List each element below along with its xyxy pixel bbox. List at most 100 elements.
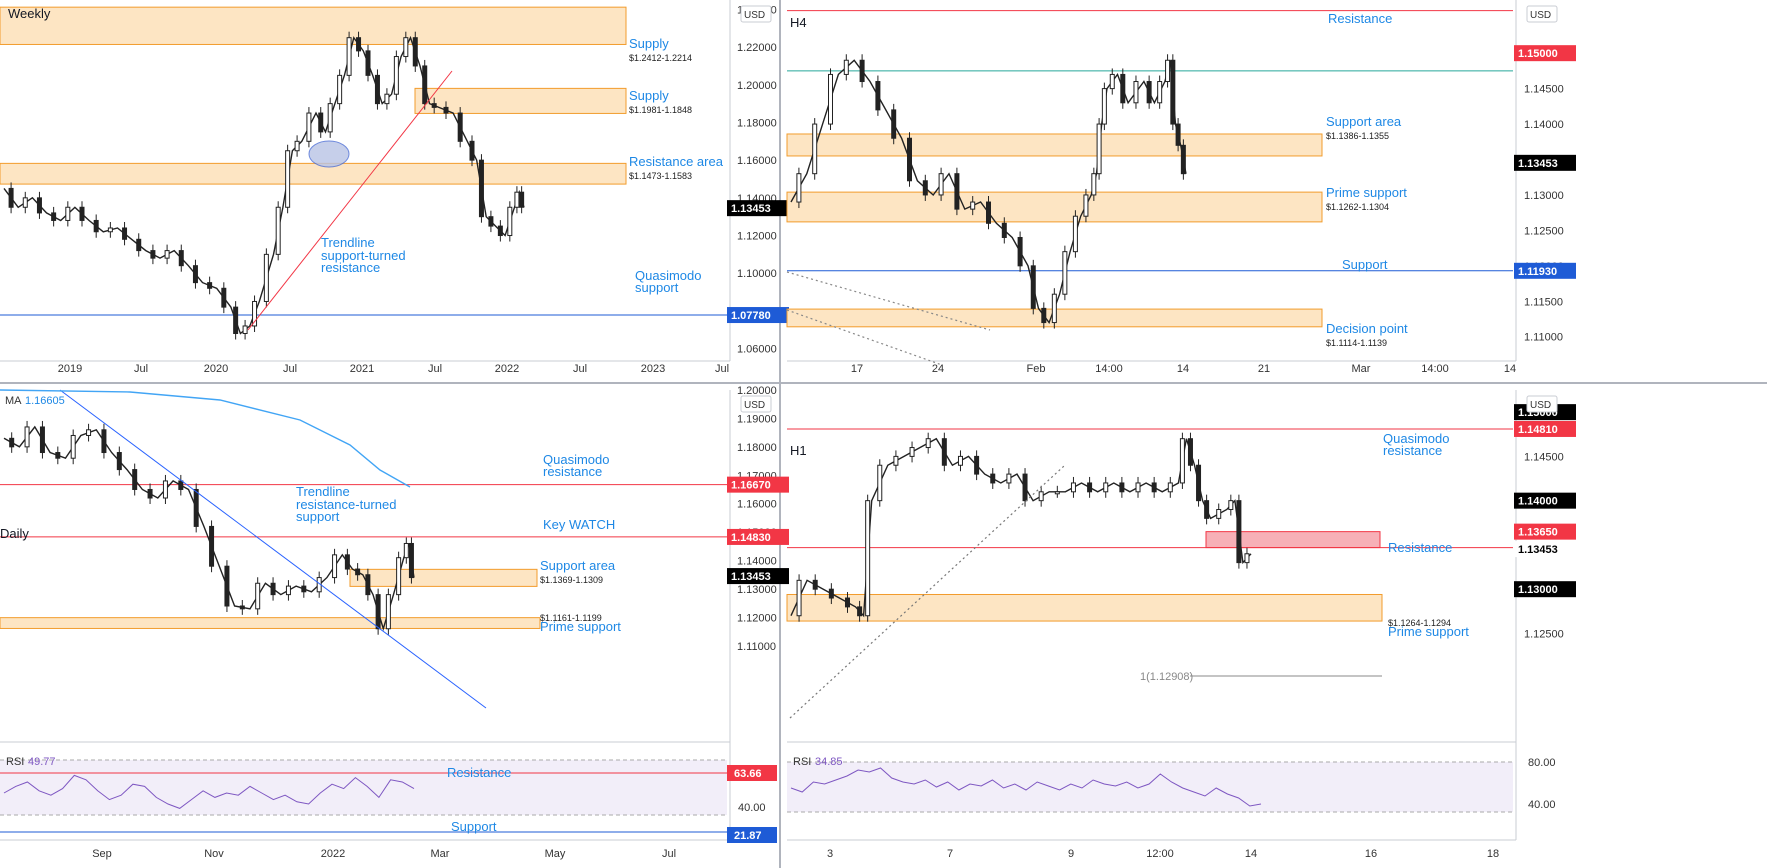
- ma-value: 1.16605: [25, 395, 65, 407]
- candle-body: [285, 150, 291, 208]
- candle-body: [1196, 464, 1202, 502]
- candle-body: [844, 597, 850, 608]
- candle-body: [941, 438, 947, 466]
- trendline-label: support-turned: [321, 248, 406, 263]
- candle-body: [828, 588, 834, 599]
- daily-trendline-label: support: [296, 509, 340, 524]
- candle-body: [1062, 251, 1068, 295]
- candle-body: [519, 191, 525, 208]
- zone-label: Prime support: [1326, 185, 1407, 200]
- y-tick-label: 1.12000: [737, 231, 777, 243]
- line-label: Support: [1342, 257, 1388, 272]
- weekly-highlight-ellipse: [308, 140, 350, 168]
- zone-range-label: $1.2412-1.2214: [629, 53, 692, 63]
- candle-body: [891, 109, 897, 139]
- candle-body: [974, 455, 980, 475]
- candle-body: [514, 191, 520, 208]
- candle-body: [9, 437, 15, 448]
- candle-body: [907, 137, 912, 182]
- candle-body: [954, 173, 960, 210]
- zone-label: Support area: [540, 558, 616, 573]
- candle-body: [385, 594, 391, 630]
- daily-trendline-label: Trendline: [296, 484, 350, 499]
- candle-body: [263, 253, 269, 302]
- line-label: Quasimodo: [1383, 431, 1449, 446]
- candle-body: [207, 282, 213, 289]
- daily-chart: 1.200001.190001.180001.170001.160001.150…: [0, 385, 789, 860]
- price-badge: [727, 568, 789, 585]
- zone-range-label: $1.1369-1.1309: [540, 575, 603, 585]
- price-badge: [1514, 45, 1576, 62]
- y-tick-label: 1.11000: [737, 641, 776, 653]
- candle-body: [970, 201, 976, 210]
- price-series: [3, 425, 415, 632]
- x-tick-label: Jul: [573, 363, 587, 375]
- candle-body: [396, 557, 402, 596]
- candle-body: [147, 488, 153, 499]
- x-tick-label: Jul: [662, 848, 676, 860]
- candle-body: [384, 93, 390, 105]
- candle-body: [36, 197, 42, 214]
- currency-badge: [1526, 395, 1558, 413]
- candle-body: [1054, 491, 1060, 495]
- candle-body: [150, 250, 156, 259]
- candle-body: [422, 65, 428, 105]
- x-tick-label: 2019: [58, 363, 82, 375]
- candle-body: [8, 187, 14, 208]
- price-badge: [1514, 420, 1576, 437]
- rsi-line: [3, 774, 415, 809]
- currency-badge: [740, 5, 772, 23]
- line-label: Quasimodo: [635, 268, 701, 283]
- daily-trendline-label: resistance-turned: [296, 497, 396, 512]
- zone-label: Resistance: [1388, 540, 1452, 555]
- candle-body: [1167, 482, 1173, 493]
- candle-body: [301, 585, 307, 593]
- price-badge: [727, 476, 789, 493]
- x-tick-label: 14: [1245, 848, 1257, 860]
- candle-body: [1187, 438, 1193, 466]
- zone-1: [414, 87, 627, 114]
- x-tick-label: 2023: [641, 363, 665, 375]
- candle-body: [55, 452, 61, 459]
- price-badge-label: 1.14810: [1518, 424, 1558, 436]
- candle-body: [86, 429, 92, 436]
- candle-body: [178, 250, 184, 267]
- y-tick-label: 1.12000: [737, 612, 777, 624]
- candle-body: [865, 500, 871, 617]
- candle-body: [1030, 265, 1036, 309]
- x-tick-label: 7: [947, 848, 953, 860]
- candle-body: [412, 37, 418, 67]
- x-tick-label: 16: [1365, 848, 1377, 860]
- x-tick-label: May: [545, 848, 566, 860]
- candle-body: [1041, 307, 1047, 324]
- zone-2: [0, 162, 627, 185]
- y-tick-label: 1.20000: [737, 80, 777, 92]
- x-tick-label: 17: [851, 363, 863, 375]
- y-tick-label: 1.19000: [737, 413, 777, 425]
- candle-body: [93, 219, 99, 233]
- price-badge: [727, 528, 789, 545]
- rsi-level-label: 40.00: [738, 802, 766, 814]
- price-badge-label: 1.13453: [1518, 158, 1558, 170]
- y-tick-label: 1.18000: [737, 117, 777, 129]
- zone-1: [0, 617, 541, 629]
- candle-body: [346, 37, 352, 76]
- candle-body: [1236, 500, 1242, 564]
- candle-body: [403, 542, 409, 559]
- x-tick-label: 2020: [204, 363, 228, 375]
- candle-body: [1175, 123, 1181, 146]
- zone-0: [786, 133, 1323, 157]
- rsi-support-label: Support: [451, 819, 497, 834]
- price-badge-label: 1.13453: [1518, 544, 1558, 556]
- h1-fib-label: 1(1.12908): [1140, 671, 1193, 683]
- price-badge: [1514, 523, 1576, 540]
- candle-body: [65, 206, 71, 221]
- price-badge-label: 1.16670: [731, 480, 771, 492]
- price-badge-label: 1.13000: [1518, 584, 1558, 596]
- candle-body: [1101, 88, 1107, 125]
- y-tick-label: 1.12500: [1524, 225, 1564, 237]
- candle-body: [1120, 73, 1126, 104]
- zone-range-label: $1.1473-1.1583: [629, 171, 692, 181]
- candle-body: [70, 434, 76, 459]
- trendline-label: Trendline: [321, 235, 375, 250]
